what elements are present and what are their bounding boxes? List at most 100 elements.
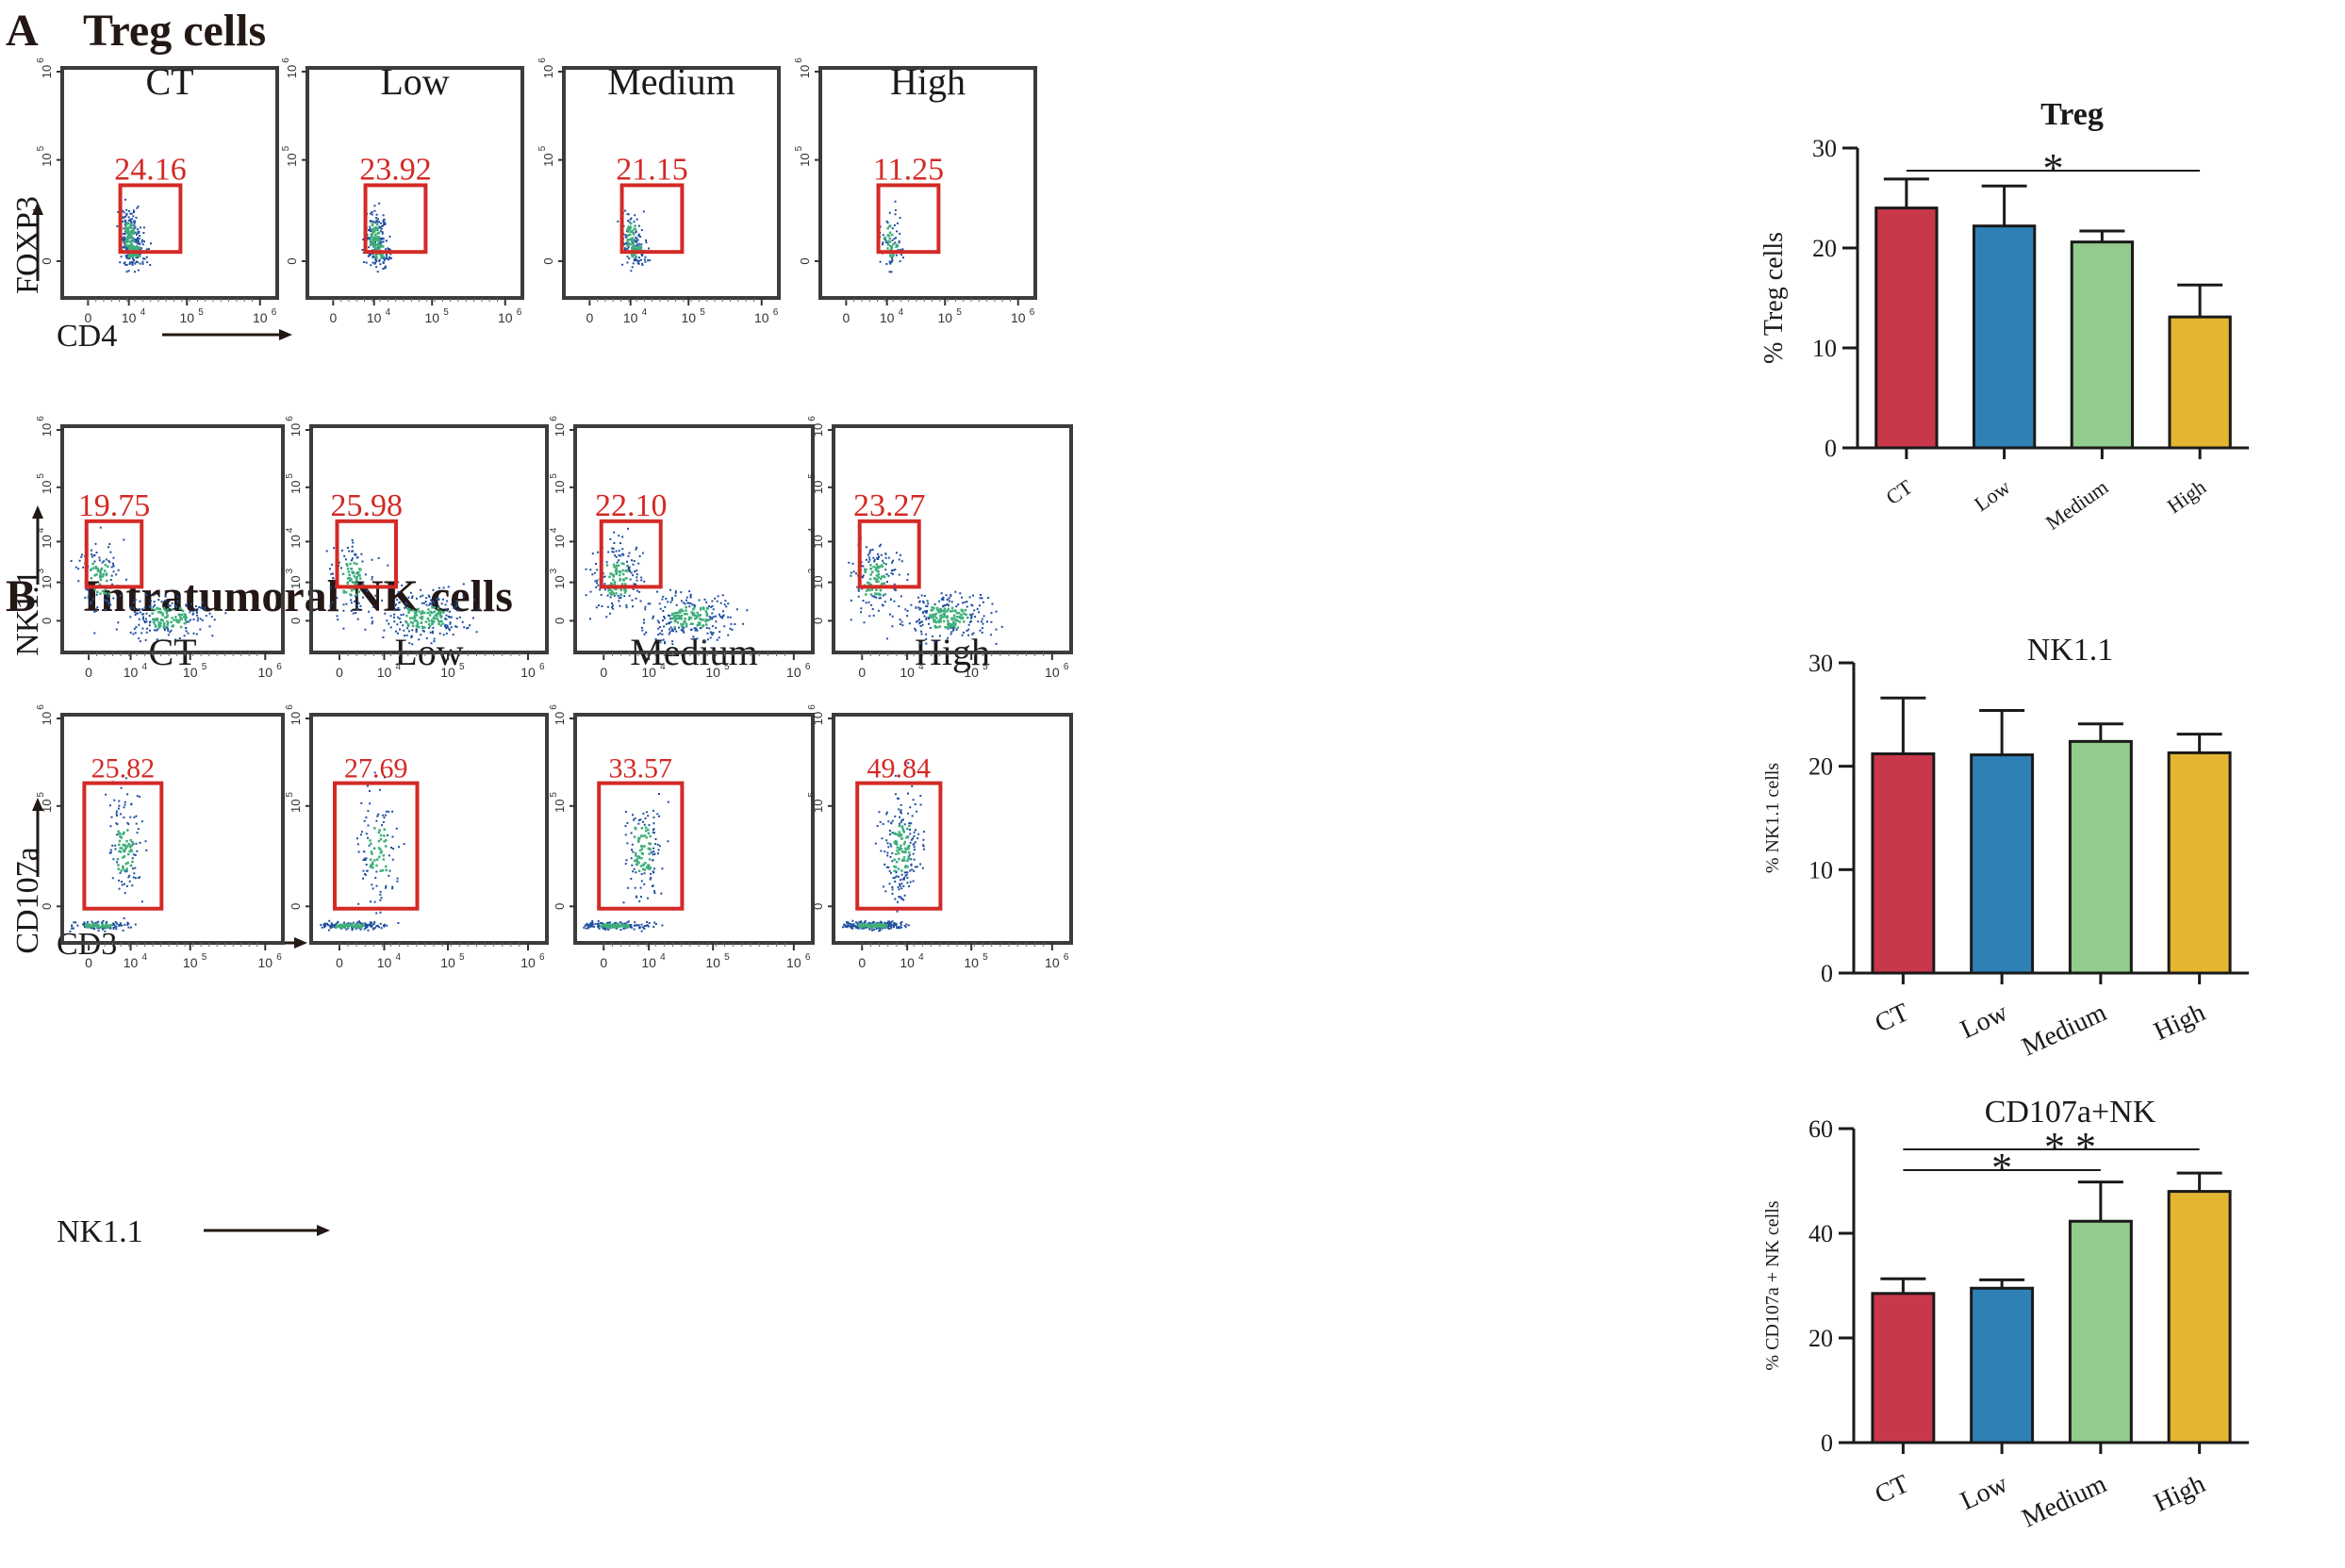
y-tick-label: 10 <box>289 712 303 725</box>
significance-label: * <box>2043 145 2064 191</box>
gate-value: 23.92 <box>359 152 432 187</box>
y-tick-label: 40 <box>1808 1220 1833 1247</box>
y-tick-label: 60 <box>1808 1115 1833 1143</box>
y-tick-label: 0 <box>40 257 54 264</box>
flow-panel: 0 10 4 10 5 10 6 0 10 5 10 6 33.57 <box>549 704 815 970</box>
plot-frame <box>309 713 549 945</box>
x-tick-label: High <box>2150 1469 2210 1518</box>
x-tick-sup: 6 <box>1030 307 1035 318</box>
bar <box>2167 1190 2232 1444</box>
bar <box>1970 753 2035 975</box>
x-tick-label: 10 <box>964 665 979 680</box>
y-tick-label: 10 <box>285 153 299 166</box>
x-tick-label: 0 <box>842 310 850 325</box>
x-tick-sup: 4 <box>140 307 146 318</box>
gate-value: 49.84 <box>867 753 932 784</box>
x-tick-label: Low <box>1956 1469 2012 1516</box>
y-tick-label: 10 <box>40 712 54 725</box>
y-tick-label: 10 <box>553 423 567 437</box>
y-tick-label: 0 <box>1821 960 1833 987</box>
x-tick-label: Low <box>1956 998 2012 1045</box>
significance-label: * <box>1991 1145 2012 1191</box>
bar <box>1970 1286 2035 1444</box>
y-tick-label: 30 <box>1812 135 1837 162</box>
y-tick-label: 0 <box>40 618 54 624</box>
y-tick-label: 10 <box>541 153 555 166</box>
bar <box>2068 1219 2133 1444</box>
x-tick-label: 10 <box>520 955 536 970</box>
x-axis-label: CD4 <box>57 319 117 354</box>
x-tick-sup: 6 <box>805 952 811 963</box>
y-tick-sup: 5 <box>36 473 46 479</box>
gate-value: 21.15 <box>616 152 688 187</box>
y-tick-sup: 6 <box>537 58 548 63</box>
x-tick-sup: 5 <box>983 662 988 672</box>
y-axis-arrowhead <box>32 202 43 215</box>
y-tick-label: 10 <box>1812 335 1837 362</box>
y-tick-sup: 5 <box>807 792 817 798</box>
plot-frame <box>306 66 524 300</box>
y-tick-sup: 6 <box>285 704 295 710</box>
y-tick-sup: 4 <box>285 527 295 533</box>
event-dots-sparse <box>848 536 1003 645</box>
y-tick-label: 10 <box>289 535 303 548</box>
x-tick-label: 0 <box>600 665 607 680</box>
x-axis-arrowhead <box>294 937 307 949</box>
event-dots-sparse <box>361 202 392 273</box>
x-tick-label: 0 <box>858 955 866 970</box>
x-tick-label: 10 <box>681 310 696 325</box>
event-dots <box>879 200 904 273</box>
x-tick-label: High <box>2150 998 2210 1047</box>
gate-box <box>857 519 921 589</box>
y-tick-sup: 3 <box>285 568 295 573</box>
chart-title: Treg <box>2040 97 2104 132</box>
y-tick-label: 0 <box>811 618 825 624</box>
y-tick-label: 10 <box>553 535 567 548</box>
y-tick-label: 10 <box>811 481 825 494</box>
plot-frame <box>60 713 285 945</box>
x-tick-label: 10 <box>1045 665 1060 680</box>
y-tick-label: 10 <box>798 65 812 78</box>
gate-box <box>876 183 941 255</box>
bar <box>2168 315 2232 450</box>
x-tick-label: 10 <box>900 955 915 970</box>
y-tick-sup: 5 <box>36 145 46 151</box>
y-tick-label: 10 <box>811 800 825 813</box>
y-tick-label: 30 <box>1808 650 1833 677</box>
y-tick-label: 10 <box>553 575 567 588</box>
x-tick-label: 10 <box>257 955 272 970</box>
y-tick-label: 0 <box>553 903 567 910</box>
x-tick-label: High <box>2163 475 2210 519</box>
x-tick-sup: 5 <box>983 952 988 963</box>
gate-box <box>118 183 183 255</box>
x-tick-label: 10 <box>377 665 392 680</box>
x-tick-label: 10 <box>1045 955 1060 970</box>
x-tick-label: 10 <box>124 955 139 970</box>
x-tick-label: 0 <box>336 955 343 970</box>
y-tick-label: 10 <box>811 423 825 437</box>
x-tick-label: 10 <box>183 955 198 970</box>
x-axis-arrowhead <box>279 329 292 340</box>
plot-frame <box>60 66 279 300</box>
y-tick-sup: 6 <box>807 416 817 421</box>
y-tick-label: 10 <box>289 800 303 813</box>
x-tick-label: 10 <box>641 955 656 970</box>
x-tick-label: 10 <box>937 310 952 325</box>
y-tick-sup: 5 <box>285 473 295 479</box>
x-tick-sup: 4 <box>899 307 904 318</box>
event-dots-dense <box>90 562 188 629</box>
x-tick-label: CT <box>1881 474 1917 509</box>
x-tick-sup: 4 <box>386 307 391 318</box>
y-axis-label: CD107a <box>10 847 45 953</box>
y-tick-label: 0 <box>289 903 303 910</box>
x-tick-label: 10 <box>253 310 268 325</box>
x-tick-label: 10 <box>641 665 656 680</box>
x-tick-label: 10 <box>786 665 801 680</box>
y-tick-sup: 3 <box>807 568 817 573</box>
